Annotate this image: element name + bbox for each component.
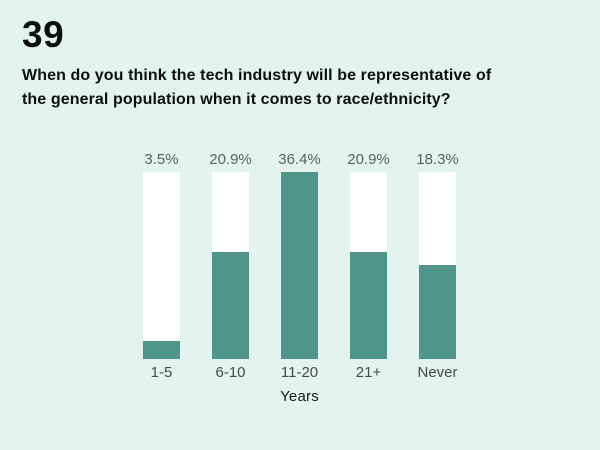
bar-category-label: 11-20 bbox=[280, 364, 319, 381]
bar-category-label: 21+ bbox=[355, 364, 382, 381]
bar-track bbox=[419, 172, 456, 359]
bar-fill bbox=[350, 251, 387, 359]
bar-category-label: Never bbox=[417, 364, 458, 381]
bar-category-label: 1-5 bbox=[150, 364, 173, 381]
bar-value-label: 20.9% bbox=[347, 151, 390, 168]
question-title-line-2: the general population when it comes to … bbox=[22, 91, 451, 108]
bar-value-label: 36.4% bbox=[278, 151, 321, 168]
bar-category-label: 6-10 bbox=[215, 364, 246, 381]
bar-track bbox=[212, 172, 249, 359]
page-number: 39 bbox=[22, 14, 65, 55]
question-title: When do you think the tech industry will… bbox=[22, 64, 491, 112]
bar-track bbox=[143, 172, 180, 359]
bar-fill bbox=[212, 251, 249, 359]
bar-group: 3.5% 1-5 bbox=[143, 152, 180, 381]
bars-row: 3.5% 1-5 20.9% 6-10 36.4% 11-20 20.9% 21+ 18.3% N… bbox=[143, 151, 459, 382]
bar-group: 36.4% 11-20 bbox=[278, 151, 321, 382]
bar-value-label: 18.3% bbox=[416, 151, 459, 168]
bar-value-label: 3.5% bbox=[144, 151, 179, 168]
x-axis-label: Years bbox=[280, 388, 319, 405]
bar-group: 20.9% 6-10 bbox=[209, 151, 252, 382]
bar-fill bbox=[143, 341, 180, 359]
bar-chart: 3.5% 1-5 20.9% 6-10 36.4% 11-20 20.9% 21+ 18.3% N… bbox=[143, 151, 459, 405]
bar-group: 18.3% Never bbox=[416, 151, 459, 382]
bar-value-label: 20.9% bbox=[209, 151, 252, 168]
question-title-line-1: When do you think the tech industry will… bbox=[22, 67, 492, 84]
bar-group: 20.9% 21+ bbox=[347, 151, 390, 382]
bar-track bbox=[281, 172, 318, 359]
bar-track bbox=[350, 172, 387, 359]
bar-fill bbox=[281, 172, 318, 359]
bar-fill bbox=[419, 265, 456, 359]
